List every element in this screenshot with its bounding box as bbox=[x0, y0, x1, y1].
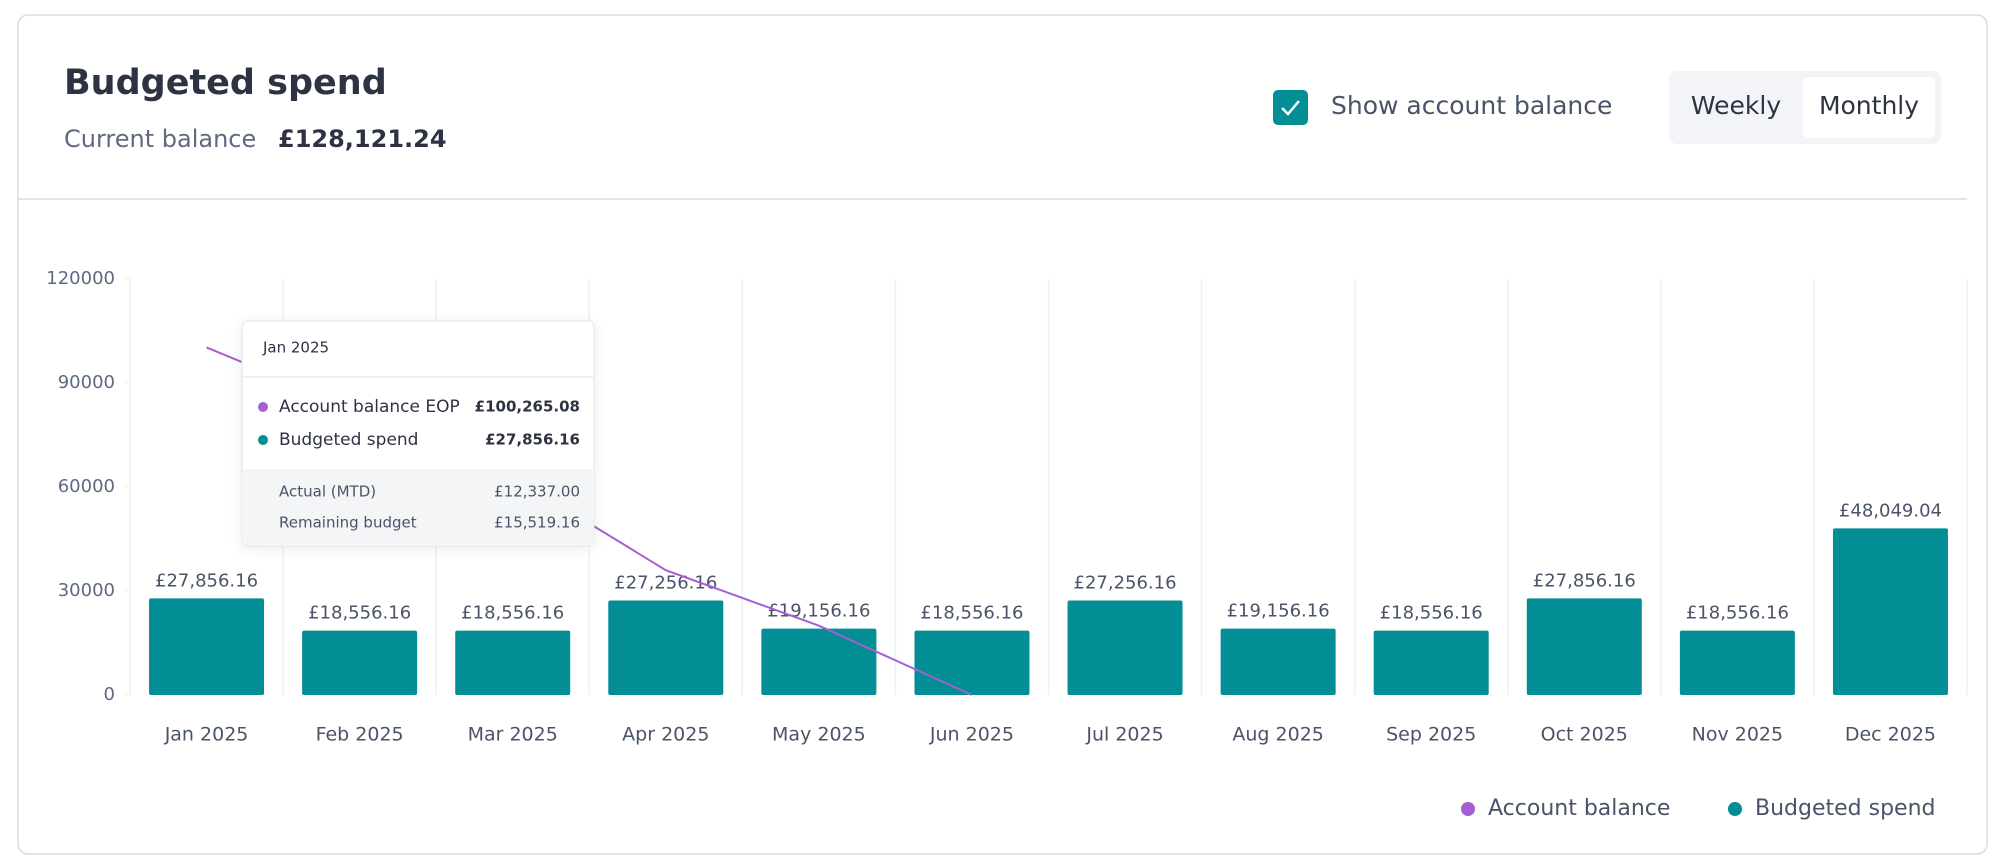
data-label: £18,556.16 bbox=[920, 603, 1023, 624]
toggle-monthly[interactable]: Monthly bbox=[1819, 91, 1919, 120]
bar bbox=[761, 628, 877, 695]
data-label: £27,256.16 bbox=[1074, 573, 1177, 594]
x-tick-label: Dec 2025 bbox=[1845, 724, 1936, 746]
toggle-weekly[interactable]: Weekly bbox=[1691, 91, 1781, 120]
x-tick-label: Jan 2025 bbox=[164, 724, 249, 746]
toggle-selected[interactable] bbox=[1803, 77, 1935, 138]
data-label: £19,156.16 bbox=[1227, 601, 1330, 622]
tooltip-detail-label: Actual (MTD) bbox=[279, 483, 376, 501]
bar bbox=[1220, 628, 1336, 695]
checkbox-box[interactable] bbox=[1273, 90, 1308, 125]
bar bbox=[1067, 600, 1183, 695]
data-label: £18,556.16 bbox=[1686, 603, 1789, 624]
bar bbox=[1679, 630, 1795, 695]
data-label: £18,556.16 bbox=[1380, 603, 1483, 624]
tooltip-value: £100,265.08 bbox=[475, 398, 580, 416]
y-tick-label: 120000 bbox=[46, 268, 115, 289]
x-tick-label: Nov 2025 bbox=[1692, 724, 1783, 746]
tooltip-dot bbox=[258, 435, 268, 445]
bar bbox=[1373, 630, 1489, 695]
tooltip-title: Jan 2025 bbox=[262, 339, 329, 357]
balance-label: Current balance bbox=[64, 125, 256, 153]
y-tick-label: 0 bbox=[104, 684, 115, 705]
bar bbox=[149, 598, 265, 695]
x-tick-label: Oct 2025 bbox=[1541, 724, 1628, 746]
x-tick-label: Jun 2025 bbox=[929, 724, 1014, 746]
data-label: £27,856.16 bbox=[1533, 570, 1636, 591]
tooltip-value: £27,856.16 bbox=[485, 431, 580, 449]
balance-value: £128,121.24 bbox=[278, 125, 447, 153]
x-tick-label: Aug 2025 bbox=[1232, 724, 1324, 746]
x-tick-label: May 2025 bbox=[772, 724, 866, 746]
y-tick-label: 30000 bbox=[58, 580, 115, 601]
checkbox[interactable] bbox=[1273, 90, 1308, 125]
tooltip-detail-value: £12,337.00 bbox=[494, 483, 580, 501]
tooltip-label: Budgeted spend bbox=[279, 430, 418, 450]
check-icon bbox=[1281, 100, 1300, 116]
data-label: £19,156.16 bbox=[767, 601, 870, 622]
tooltip-dot bbox=[258, 402, 268, 412]
x-tick-label: Sep 2025 bbox=[1386, 724, 1476, 746]
y-tick-label: 60000 bbox=[58, 476, 115, 497]
title: Budgeted spend bbox=[64, 63, 387, 103]
bar bbox=[1526, 598, 1642, 695]
legend-swatch bbox=[1461, 802, 1475, 816]
x-tick-label: Jul 2025 bbox=[1085, 724, 1163, 746]
bar bbox=[455, 630, 571, 695]
x-tick-label: Apr 2025 bbox=[622, 724, 709, 746]
x-tick-label: Mar 2025 bbox=[468, 724, 558, 746]
y-tick-label: 90000 bbox=[58, 372, 115, 393]
bar bbox=[1832, 528, 1948, 695]
checkbox-label[interactable]: Show account balance bbox=[1331, 91, 1612, 120]
tooltip-label: Account balance EOP bbox=[279, 397, 460, 417]
data-label: £48,049.04 bbox=[1839, 500, 1942, 521]
bar bbox=[914, 630, 1030, 695]
data-label: £27,256.16 bbox=[614, 573, 717, 594]
data-label: £18,556.16 bbox=[461, 603, 564, 624]
data-label: £18,556.16 bbox=[308, 603, 411, 624]
tooltip-detail-value: £15,519.16 bbox=[494, 514, 580, 532]
data-label: £27,856.16 bbox=[155, 570, 258, 591]
legend-label: Account balance bbox=[1488, 796, 1670, 821]
legend-label: Budgeted spend bbox=[1755, 796, 1936, 821]
x-tick-label: Feb 2025 bbox=[316, 724, 404, 746]
legend-swatch bbox=[1728, 802, 1742, 816]
tooltip-detail-label: Remaining budget bbox=[279, 514, 417, 532]
bar bbox=[302, 630, 418, 695]
bar bbox=[608, 600, 724, 695]
tooltip-footer bbox=[243, 469, 593, 545]
